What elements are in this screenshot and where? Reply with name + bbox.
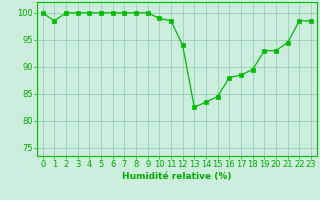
X-axis label: Humidité relative (%): Humidité relative (%) — [122, 172, 232, 181]
